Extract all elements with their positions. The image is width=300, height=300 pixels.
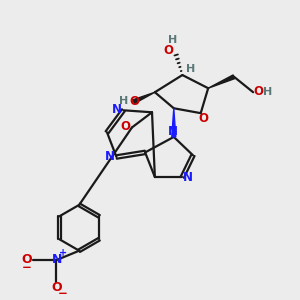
- Text: N: N: [183, 171, 193, 184]
- Text: −: −: [22, 260, 32, 274]
- Text: O: O: [22, 253, 32, 266]
- Text: N: N: [112, 103, 122, 116]
- Text: O: O: [199, 112, 208, 125]
- Text: O: O: [253, 85, 263, 98]
- Text: −: −: [58, 286, 68, 300]
- Text: H: H: [119, 96, 128, 106]
- Polygon shape: [208, 75, 235, 88]
- Text: N: N: [168, 125, 178, 138]
- Text: +: +: [58, 248, 67, 258]
- Text: H: H: [168, 35, 178, 45]
- Text: O: O: [52, 281, 62, 295]
- Text: O: O: [129, 94, 139, 108]
- Text: H: H: [186, 64, 195, 74]
- Text: N: N: [52, 253, 62, 266]
- Text: O: O: [164, 44, 174, 57]
- Text: H: H: [263, 87, 273, 97]
- Polygon shape: [133, 92, 155, 103]
- Polygon shape: [172, 108, 176, 137]
- Text: O: O: [121, 120, 130, 134]
- Text: N: N: [105, 150, 115, 163]
